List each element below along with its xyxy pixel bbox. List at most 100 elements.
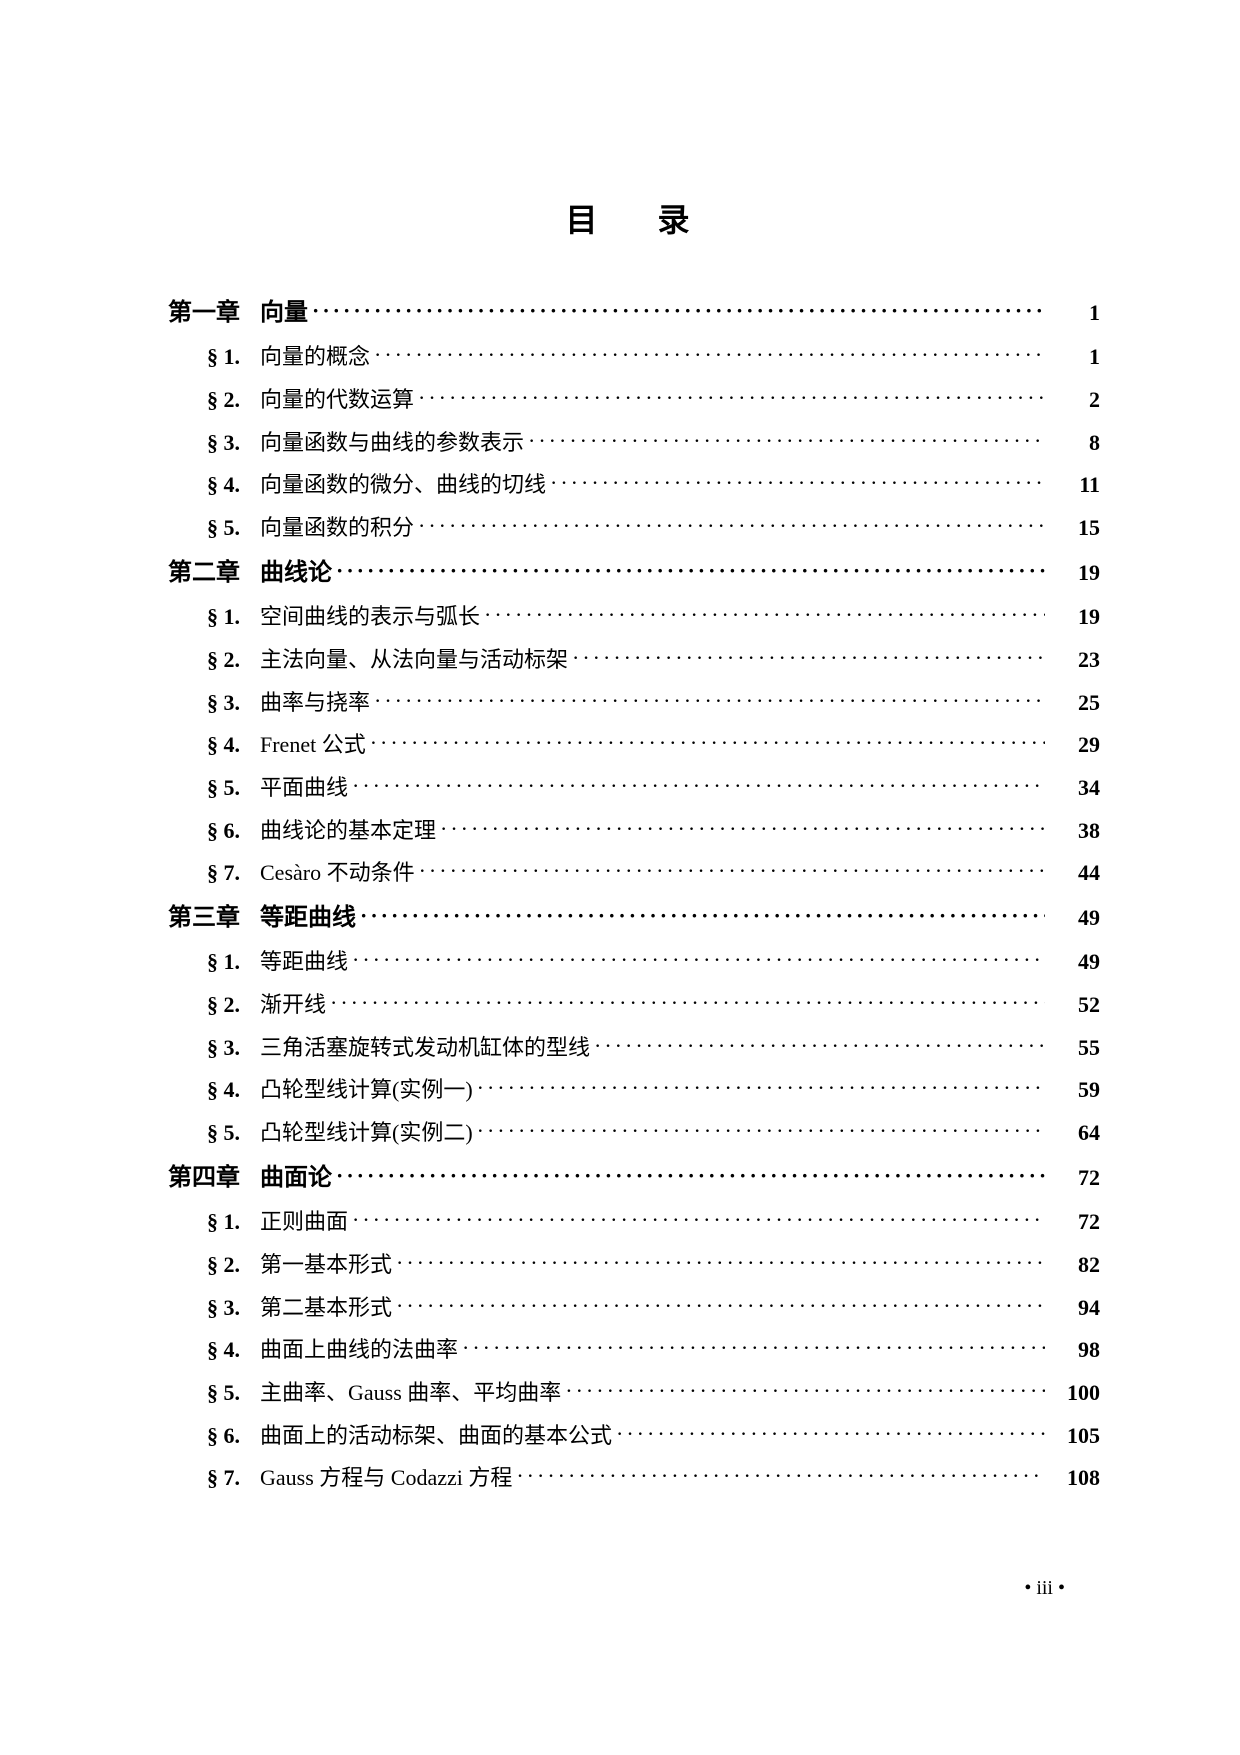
toc-section-row: § 3.第二基本形式······························… (155, 1288, 1100, 1329)
toc-dot-leader: ········································… (546, 463, 1045, 504)
toc-entry-page: 72 (1045, 1202, 1100, 1243)
toc-entry-page: 82 (1045, 1245, 1100, 1286)
toc-entry-label: § 4. (155, 1330, 260, 1371)
toc-dot-leader: ········································… (414, 378, 1045, 419)
toc-section-row: § 3.曲率与挠率·······························… (155, 683, 1100, 724)
toc-entry-title: 平面曲线 (260, 768, 348, 809)
toc-entry-label: § 2. (155, 1245, 260, 1286)
toc-dot-leader: ········································… (458, 1328, 1045, 1369)
toc-entry-title: 向量 (260, 291, 308, 335)
toc-entry-title: 向量函数的积分 (260, 508, 414, 549)
toc-entry-page: 29 (1045, 725, 1100, 766)
toc-entry-title: 凸轮型线计算(实例二) (260, 1113, 473, 1154)
toc-entry-title: 向量函数与曲线的参数表示 (260, 423, 524, 464)
toc-entry-page: 52 (1045, 985, 1100, 1026)
toc-dot-leader: ········································… (326, 983, 1045, 1024)
toc-dot-leader: ········································… (356, 896, 1045, 937)
toc-entry-label: § 6. (155, 1416, 260, 1457)
toc-entry-title: Cesàro 不动条件 (260, 853, 415, 894)
toc-entry-label: 第二章 (155, 551, 260, 595)
toc-entry-title: 等距曲线 (260, 896, 356, 940)
toc-section-row: § 2.渐开线·································… (155, 985, 1100, 1026)
toc-entry-page: 2 (1045, 380, 1100, 421)
toc-dot-leader: ········································… (473, 1111, 1045, 1152)
toc-chapter-row: 第三章等距曲线·································… (155, 896, 1100, 940)
toc-entry-label: § 1. (155, 597, 260, 638)
toc-entry-page: 11 (1045, 465, 1100, 506)
toc-dot-leader: ········································… (392, 1286, 1045, 1327)
toc-entry-title: 等距曲线 (260, 942, 348, 983)
toc-section-row: § 2.主法向量、从法向量与活动标架······················… (155, 640, 1100, 681)
toc-entry-title: 主法向量、从法向量与活动标架 (260, 640, 568, 681)
toc-dot-leader: ········································… (414, 506, 1045, 547)
toc-entry-page: 64 (1045, 1113, 1100, 1154)
toc-dot-leader: ········································… (366, 723, 1045, 764)
toc-section-row: § 3.向量函数与曲线的参数表示························… (155, 423, 1100, 464)
toc-entry-title: 凸轮型线计算(实例一) (260, 1070, 473, 1111)
toc-entry-label: § 1. (155, 1202, 260, 1243)
toc-entry-page: 38 (1045, 811, 1100, 852)
toc-entry-label: § 5. (155, 768, 260, 809)
toc-entry-title: 渐开线 (260, 985, 326, 1026)
toc-entry-page: 34 (1045, 768, 1100, 809)
toc-entry-page: 15 (1045, 508, 1100, 549)
toc-dot-leader: ········································… (612, 1414, 1045, 1455)
toc-entry-label: § 4. (155, 465, 260, 506)
toc-dot-leader: ········································… (392, 1243, 1045, 1284)
toc-entry-title: 主曲率、Gauss 曲率、平均曲率 (260, 1373, 561, 1414)
toc-entry-label: § 7. (155, 1458, 260, 1499)
toc-dot-leader: ········································… (415, 851, 1045, 892)
toc-entry-label: § 3. (155, 1288, 260, 1329)
toc-entry-page: 49 (1045, 898, 1100, 939)
toc-section-row: § 7.Gauss 方程与 Codazzi 方程················… (155, 1458, 1100, 1499)
toc-entry-title: 曲面论 (260, 1156, 332, 1200)
toc-dot-leader: ········································… (436, 809, 1045, 850)
toc-entry-page: 100 (1045, 1373, 1100, 1414)
page-number: • iii • (1024, 1577, 1065, 1600)
toc-entry-label: 第四章 (155, 1156, 260, 1200)
toc-entry-page: 59 (1045, 1070, 1100, 1111)
toc-entry-label: § 3. (155, 683, 260, 724)
toc-section-row: § 5.向量函数的积分·····························… (155, 508, 1100, 549)
toc-dot-leader: ········································… (473, 1068, 1045, 1109)
toc-dot-leader: ········································… (370, 681, 1045, 722)
toc-entry-title: 空间曲线的表示与弧长 (260, 597, 480, 638)
toc-entry-title: 曲线论 (260, 551, 332, 595)
toc-entry-title: 向量的概念 (260, 337, 370, 378)
toc-entry-page: 1 (1045, 337, 1100, 378)
toc-dot-leader: ········································… (308, 291, 1045, 332)
toc-entry-label: 第三章 (155, 896, 260, 940)
toc-list: 第一章向量···································… (155, 291, 1100, 1499)
toc-dot-leader: ········································… (348, 766, 1045, 807)
toc-entry-label: § 2. (155, 380, 260, 421)
toc-entry-page: 94 (1045, 1288, 1100, 1329)
toc-entry-label: § 2. (155, 985, 260, 1026)
toc-dot-leader: ········································… (590, 1026, 1045, 1067)
toc-entry-label: § 4. (155, 725, 260, 766)
toc-entry-title: 向量函数的微分、曲线的切线 (260, 465, 546, 506)
toc-entry-title: 曲线论的基本定理 (260, 811, 436, 852)
toc-entry-title: 三角活塞旋转式发动机缸体的型线 (260, 1028, 590, 1069)
toc-section-row: § 7.Cesàro 不动条件·························… (155, 853, 1100, 894)
toc-section-row: § 5.凸轮型线计算(实例二)·························… (155, 1113, 1100, 1154)
toc-dot-leader: ········································… (348, 940, 1045, 981)
toc-dot-leader: ········································… (524, 421, 1045, 462)
toc-section-row: § 1.正则曲面································… (155, 1202, 1100, 1243)
toc-entry-page: 1 (1045, 293, 1100, 334)
toc-entry-page: 8 (1045, 423, 1100, 464)
toc-section-row: § 4.Frenet 公式···························… (155, 725, 1100, 766)
toc-chapter-row: 第四章曲面论··································… (155, 1156, 1100, 1200)
toc-section-row: § 5.平面曲线································… (155, 768, 1100, 809)
toc-dot-leader: ········································… (370, 335, 1045, 376)
toc-entry-page: 72 (1045, 1158, 1100, 1199)
toc-section-row: § 4.凸轮型线计算(实例一)·························… (155, 1070, 1100, 1111)
toc-section-row: § 4.向量函数的微分、曲线的切线·······················… (155, 465, 1100, 506)
toc-entry-label: § 7. (155, 853, 260, 894)
toc-dot-leader: ········································… (332, 1156, 1045, 1197)
toc-entry-label: § 3. (155, 1028, 260, 1069)
page-title: 目录 (155, 195, 1100, 241)
toc-chapter-row: 第一章向量···································… (155, 291, 1100, 335)
toc-section-row: § 1.等距曲线································… (155, 942, 1100, 983)
toc-entry-title: 曲面上曲线的法曲率 (260, 1330, 458, 1371)
toc-entry-page: 108 (1045, 1458, 1100, 1499)
